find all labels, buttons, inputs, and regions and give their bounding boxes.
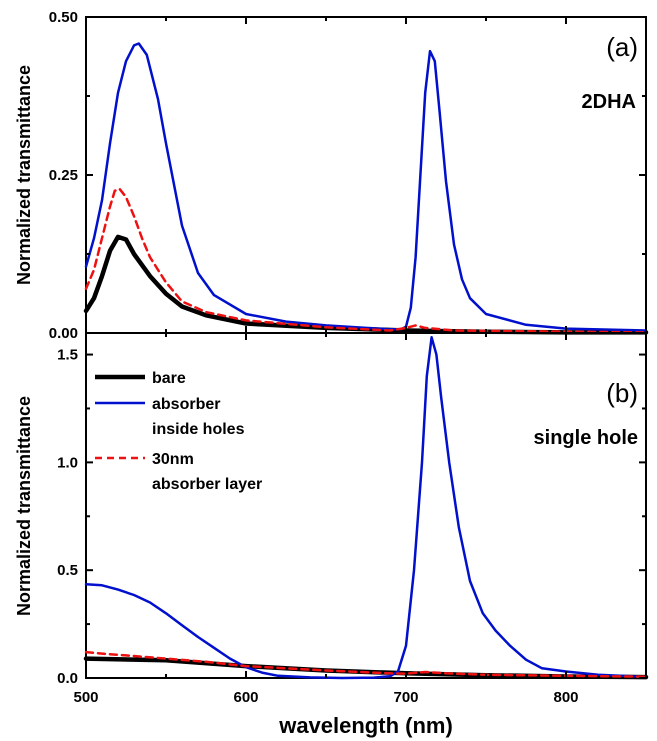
y-tick-label-a: 0.00: [49, 325, 78, 342]
y-axis-title-a: Normalized transmittance: [14, 65, 34, 285]
ticks-b: 500 600 700 800 0.0 0.5 1.0 1.5: [57, 333, 647, 706]
panel-a: 0.00 0.25 0.50 (a) 2DHA Normalized transmi…: [14, 9, 649, 342]
series-line-absorber-a: [84, 42, 648, 332]
legend-label-layer-line2: absorber layer: [152, 476, 262, 493]
y-tick-label-b: 0.5: [57, 562, 78, 579]
legend-label-absorber-line1: absorber: [152, 396, 220, 413]
x-tick-label: 800: [553, 689, 578, 706]
legend-label-absorber-line2: inside holes: [152, 421, 245, 438]
legend: bare absorber inside holes 30nm absorber…: [95, 370, 262, 493]
legend-label-layer-line1: 30nm: [152, 451, 194, 468]
panel-label-b: (b): [606, 378, 638, 408]
series-line-layer-a: [84, 187, 648, 334]
y-axis-title-b: Normalized transmittance: [14, 396, 34, 616]
x-tick-label: 600: [233, 689, 258, 706]
legend-label-bare: bare: [152, 370, 186, 387]
legend-entry-bare: bare: [95, 370, 186, 387]
panel-label-a: (a): [606, 32, 638, 62]
series-line-bare-b: [83, 656, 649, 680]
sample-label-a: 2DHA: [582, 91, 636, 113]
series-group-b: [83, 336, 649, 680]
panel-b: 500 600 700 800 0.0 0.5 1.0 1.5 (b) single hole…: [14, 332, 649, 738]
x-axis-title: wavelength (nm): [278, 713, 453, 738]
y-tick-label-a: 0.25: [49, 167, 78, 184]
legend-entry-layer: 30nm absorber layer: [95, 451, 262, 493]
series-line-bare-a: [83, 234, 649, 335]
series-line-absorber-b: [84, 336, 648, 680]
legend-entry-absorber: absorber inside holes: [95, 396, 245, 438]
sample-label-b: single hole: [534, 427, 638, 449]
x-tick-label: 700: [393, 689, 418, 706]
series-line-layer-b: [84, 650, 648, 678]
y-tick-label-b: 0.0: [57, 670, 78, 687]
y-tick-label-a: 0.50: [49, 9, 78, 26]
x-tick-label: 500: [73, 689, 98, 706]
y-tick-label-b: 1.0: [57, 454, 78, 471]
ticks-a: 0.00 0.25 0.50: [49, 9, 647, 342]
y-tick-label-b: 1.5: [57, 347, 78, 364]
series-group-a: [83, 42, 649, 335]
